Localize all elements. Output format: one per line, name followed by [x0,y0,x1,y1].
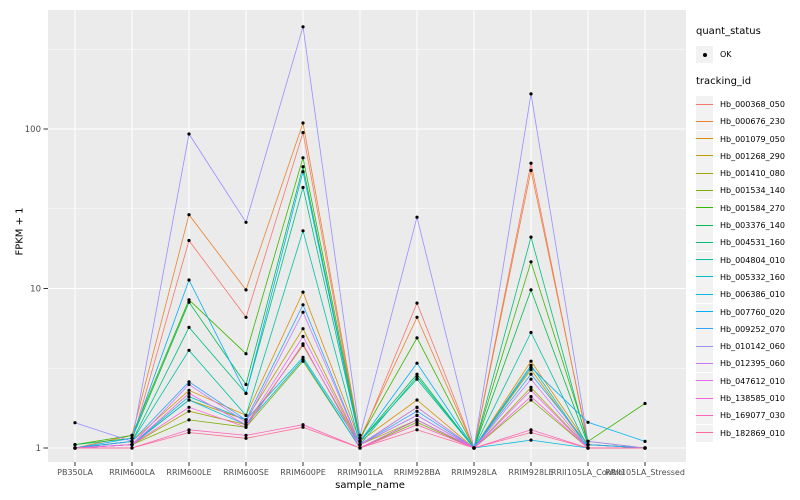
ok-point-key-icon [696,46,713,63]
svg-text:10: 10 [30,284,41,294]
svg-text:100: 100 [25,125,41,135]
legend-item-Hb_003376_140: Hb_003376_140 [696,217,800,235]
legend: quant_status OK tracking_id Hb_000368_05… [696,26,800,442]
legend-item-Hb_001268_290: Hb_001268_290 [696,147,800,165]
line-key-icon [696,268,713,286]
legend-item-Hb_007760_020: Hb_007760_020 [696,303,800,321]
legend-item-Hb_010142_060: Hb_010142_060 [696,338,800,356]
legend-item-label: Hb_003376_140 [720,221,785,231]
legend-item-label: Hb_004531_160 [720,238,785,248]
legend-item-label: Hb_009252_070 [720,324,785,334]
svg-text:RRIM901LA: RRIM901LA [337,468,383,477]
svg-text:RRIM928BA: RRIM928BA [394,468,441,477]
legend-item-label: Hb_138585_010 [720,394,785,404]
legend-item-label: Hb_006386_010 [720,290,785,300]
legend-item-Hb_138585_010: Hb_138585_010 [696,390,800,408]
legend-item-ok: OK [696,46,800,63]
y-axis: 1 10 100 [25,125,48,454]
legend-item-label: Hb_182869_010 [720,428,785,438]
legend-item-Hb_004531_160: Hb_004531_160 [696,234,800,252]
legend-item-Hb_004804_010: Hb_004804_010 [696,251,800,269]
legend-item-label: Hb_001584_270 [720,203,785,213]
line-key-icon [696,182,713,200]
line-key-icon [696,286,713,304]
legend-item-Hb_000676_230: Hb_000676_230 [696,113,800,131]
legend-item-label: Hb_004804_010 [720,255,785,265]
svg-text:RRII105LA_Control: RRII105LA_Control [551,468,625,477]
legend-item-Hb_001534_140: Hb_001534_140 [696,182,800,200]
svg-text:RRIM600SE: RRIM600SE [223,468,269,477]
minor-gridlines [48,49,686,369]
legend-item-label: Hb_007760_020 [720,307,785,317]
legend-item-Hb_001584_270: Hb_001584_270 [696,199,800,217]
svg-text:PB350LA: PB350LA [57,468,93,477]
legend-item-Hb_009252_070: Hb_009252_070 [696,320,800,338]
legend-tracking-id-title: tracking_id [696,76,752,87]
legend-item-label: Hb_000676_230 [720,117,785,127]
legend-item-Hb_005332_160: Hb_005332_160 [696,268,800,286]
legend-item-label: Hb_001079_050 [720,134,785,144]
legend-tracking-id-entries: Hb_000368_050 Hb_000676_230 Hb_001079_050 H… [696,96,800,442]
line-key-icon [696,355,713,373]
legend-item-label: Hb_001534_140 [720,186,785,196]
legend-item-Hb_001410_080: Hb_001410_080 [696,165,800,183]
line-key-icon [696,130,713,148]
line-key-icon [696,303,713,321]
legend-item-label: Hb_001410_080 [720,169,785,179]
line-key-icon [696,234,713,252]
svg-text:RRIM928LA: RRIM928LA [451,468,497,477]
legend-quant-status-title: quant_status [696,26,761,37]
y-axis-title: FPKM + 1 [14,207,26,256]
legend-item-Hb_006386_010: Hb_006386_010 [696,286,800,304]
line-key-icon [696,147,713,165]
legend-item-Hb_012395_060: Hb_012395_060 [696,355,800,373]
major-gridlines [48,10,686,462]
legend-item-label: OK [720,50,732,59]
line-key-icon [696,390,713,408]
legend-item-label: Hb_001268_290 [720,151,785,161]
legend-item-Hb_000368_050: Hb_000368_050 [696,96,800,113]
legend-item-Hb_182869_010: Hb_182869_010 [696,424,800,442]
panel-background [48,10,686,462]
x-axis-title: sample_name [335,480,405,491]
legend-item-Hb_001079_050: Hb_001079_050 [696,130,800,148]
line-key-icon [696,424,713,442]
line-key-icon [696,320,713,338]
line-key-icon [696,165,713,183]
svg-text:RRIM600PE: RRIM600PE [280,468,326,477]
data-points [73,25,647,450]
x-axis: PB350LA RRIM600LA RRIM600LE RRIM600SE RRIM60… [57,462,685,477]
legend-item-label: Hb_047612_010 [720,376,785,386]
line-key-icon [696,96,713,113]
line-key-icon [696,217,713,235]
legend-item-label: Hb_169077_030 [720,411,785,421]
line-key-icon [696,372,713,390]
line-key-icon [696,338,713,356]
line-key-icon [696,407,713,425]
svg-text:1: 1 [36,444,41,454]
svg-text:RRIM928LE: RRIM928LE [508,468,553,477]
legend-item-Hb_047612_010: Hb_047612_010 [696,372,800,390]
legend-item-label: Hb_005332_160 [720,272,785,282]
line-key-icon [696,113,713,131]
line-key-icon [696,251,713,269]
svg-text:RRII105LA_Stressed: RRII105LA_Stressed [605,468,685,477]
svg-text:RRIM600LA: RRIM600LA [109,468,155,477]
legend-item-label: Hb_012395_060 [720,359,785,369]
svg-text:RRIM600LE: RRIM600LE [166,468,211,477]
line-key-icon [696,199,713,217]
legend-item-label: Hb_010142_060 [720,342,785,352]
legend-item-Hb_169077_030: Hb_169077_030 [696,407,800,425]
legend-item-label: Hb_000368_050 [720,100,785,109]
